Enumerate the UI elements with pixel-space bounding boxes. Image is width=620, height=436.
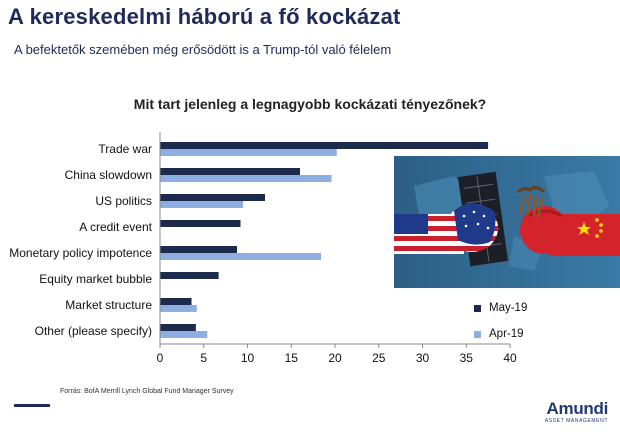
bar-apr19-2 bbox=[160, 201, 244, 208]
bar-may19-7 bbox=[160, 324, 196, 331]
amundi-logo: Amundi ASSET MANAGEMENT bbox=[545, 400, 608, 424]
trade-war-illustration bbox=[394, 156, 620, 288]
slide-subtitle: A befektetők szemében még erősödött is a… bbox=[14, 42, 392, 57]
x-tick-label: 15 bbox=[285, 351, 299, 365]
legend-item-apr19: Apr-19 bbox=[474, 326, 527, 342]
bar-may19-0 bbox=[160, 142, 489, 149]
bar-apr19-4 bbox=[160, 253, 321, 260]
x-tick-label: 0 bbox=[157, 351, 164, 365]
category-label: Monetary policy impotence bbox=[9, 246, 152, 260]
logo-subtext: ASSET MANAGEMENT bbox=[544, 418, 608, 424]
fists-illustration bbox=[394, 156, 620, 288]
category-label: Other (please specify) bbox=[35, 324, 152, 338]
bar-may19-6 bbox=[160, 298, 192, 305]
x-tick-label: 25 bbox=[372, 351, 386, 365]
chart-legend: May-19 Apr-19 bbox=[474, 300, 527, 352]
category-label: US politics bbox=[95, 194, 152, 208]
bar-may19-5 bbox=[160, 272, 219, 279]
bar-apr19-6 bbox=[160, 305, 197, 312]
bar-apr19-1 bbox=[160, 175, 332, 182]
chart-title: Mit tart jelenleg a legnagyobb kockázati… bbox=[133, 96, 487, 112]
legend-label-apr19: Apr-19 bbox=[489, 328, 524, 340]
bar-apr19-7 bbox=[160, 331, 208, 338]
x-tick-label: 5 bbox=[200, 351, 207, 365]
x-tick-label: 30 bbox=[416, 351, 430, 365]
bar-apr19-0 bbox=[160, 149, 337, 156]
legend-swatch-apr19 bbox=[474, 330, 481, 338]
bar-may19-1 bbox=[160, 168, 300, 175]
source-note: Forrás: BofA Merrill Lynch Global Fund M… bbox=[60, 388, 234, 395]
x-tick-label: 40 bbox=[503, 351, 517, 365]
legend-label-may19: May-19 bbox=[489, 302, 528, 314]
x-tick-label: 10 bbox=[241, 351, 255, 365]
x-tick-label: 20 bbox=[328, 351, 342, 365]
bar-may19-3 bbox=[160, 220, 241, 227]
category-labels: Trade war China slowdown US politics A cred… bbox=[9, 142, 152, 338]
x-tick-label: 35 bbox=[460, 351, 474, 365]
category-label: A credit event bbox=[79, 220, 152, 234]
slide-title: A kereskedelmi háború a fő kockázat bbox=[8, 4, 401, 29]
legend-item-may19: May-19 bbox=[474, 300, 527, 316]
footer-rule bbox=[14, 404, 50, 407]
bar-may19-2 bbox=[160, 194, 265, 201]
legend-swatch-may19 bbox=[474, 304, 481, 312]
logo-text: Amundi bbox=[546, 399, 609, 418]
bar-may19-4 bbox=[160, 246, 237, 253]
chart-bars bbox=[160, 142, 489, 338]
x-axis: 0 5 10 15 20 25 30 35 40 bbox=[157, 132, 517, 365]
category-label: China slowdown bbox=[65, 168, 152, 182]
bar-chart: Trade war China slowdown US politics A cred… bbox=[9, 132, 517, 365]
category-label: Trade war bbox=[98, 142, 152, 156]
category-label: Equity market bubble bbox=[39, 272, 152, 286]
category-label: Market structure bbox=[65, 298, 152, 312]
